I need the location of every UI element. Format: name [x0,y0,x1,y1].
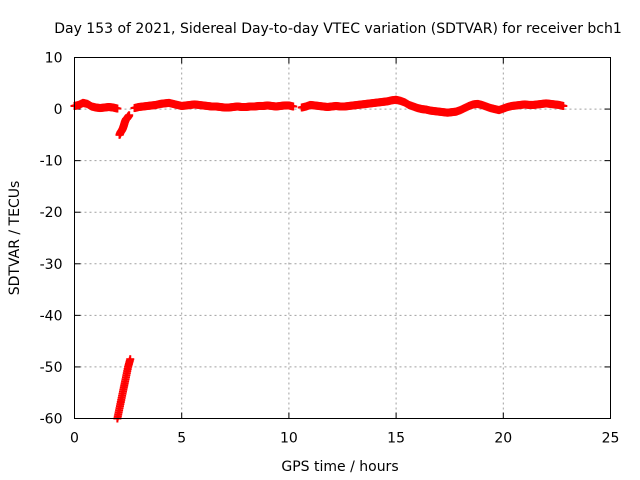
y-tick-label: -20 [40,205,63,221]
grid-layer [74,57,611,419]
x-tick-label: 10 [280,431,298,447]
x-tick-label: 15 [387,431,405,447]
y-tick-label: -40 [40,308,63,324]
data-point [125,111,134,120]
x-tick-label: 20 [494,431,512,447]
x-axis-label: GPS time / hours [281,459,398,475]
plot-frame [74,57,611,419]
data-point [113,104,122,113]
y-tick-label: -30 [40,257,63,273]
y-tick-label: 10 [45,51,63,67]
data-point [126,355,135,364]
x-tick-label: 0 [70,431,79,447]
x-tick-label: 25 [602,431,620,447]
y-tick-label: -10 [40,154,63,170]
chart-title: Day 153 of 2021, Sidereal Day-to-day VTE… [54,21,622,37]
data-point [289,102,298,111]
x-tick-label: 5 [177,431,186,447]
y-tick-label: -60 [40,412,63,428]
y-tick-label: -50 [40,360,63,376]
y-axis-label: SDTVAR / TECUs [7,181,23,296]
points-layer [70,95,568,423]
y-tick-label: 0 [54,102,63,118]
data-point [559,101,568,110]
